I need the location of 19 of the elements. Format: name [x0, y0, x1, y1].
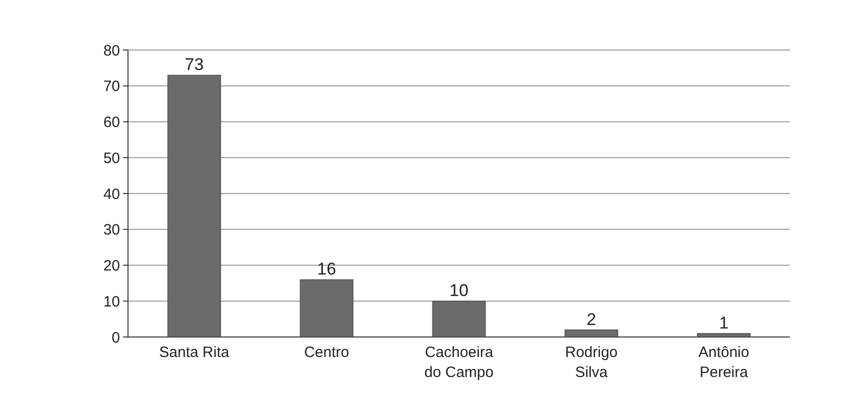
- y-tick-label: 50: [103, 150, 120, 167]
- x-tick-label: Antônio Pereira: [698, 344, 750, 381]
- data-label: 10: [450, 281, 468, 300]
- y-tick-label: 20: [103, 258, 120, 274]
- data-label: 1: [719, 313, 729, 332]
- x-tick-label: Centro: [304, 344, 350, 361]
- x-tick-label: Rodrigo Silva: [565, 344, 618, 381]
- data-label: 16: [317, 260, 336, 279]
- x-tick-label: Cachoeira do Campo: [424, 344, 494, 381]
- y-tick-label: 80: [103, 42, 120, 60]
- y-tick-label: 0: [112, 329, 120, 346]
- data-label: 73: [184, 55, 204, 74]
- y-tick-label: 10: [103, 293, 120, 310]
- y-tick-label: 70: [103, 78, 120, 96]
- y-tick-label: 60: [103, 114, 120, 131]
- y-tick-label: 30: [103, 222, 120, 239]
- x-tick-label: Santa Rita: [159, 344, 230, 361]
- y-tick-label: 40: [103, 186, 120, 203]
- data-label: 2: [586, 310, 596, 329]
